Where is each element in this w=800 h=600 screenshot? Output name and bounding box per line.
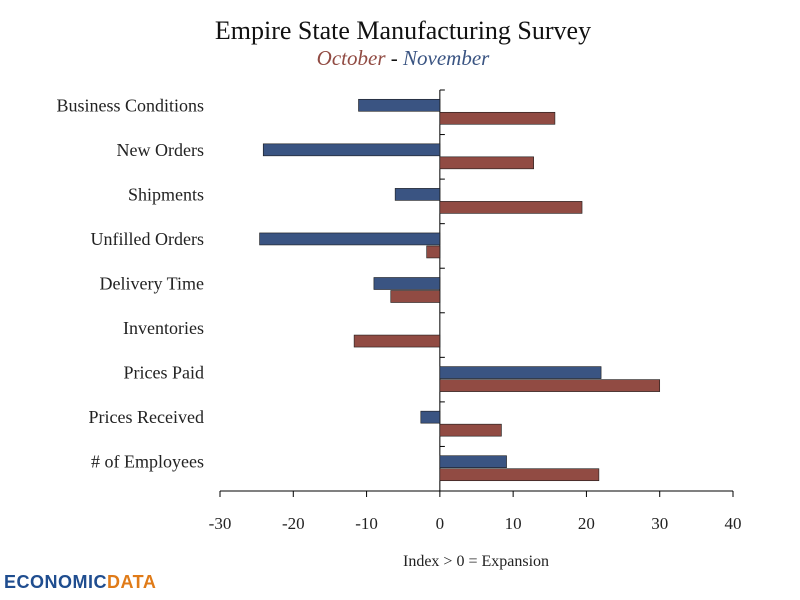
category-label: Unfilled Orders bbox=[91, 229, 204, 249]
bar-november bbox=[358, 98, 441, 112]
bar-october bbox=[439, 379, 661, 392]
bar-october bbox=[353, 334, 441, 348]
x-tick-label: -20 bbox=[282, 514, 305, 533]
economicdata-logo: ECONOMICDATA bbox=[4, 572, 156, 593]
bar-november bbox=[439, 455, 507, 469]
category-label: Shipments bbox=[128, 184, 204, 204]
plot-area: -30 -20 -10 0 10 20 30 40 Business Conditions New… bbox=[56, 89, 742, 533]
bar-november bbox=[394, 188, 441, 201]
bar-november bbox=[259, 232, 441, 246]
bar-october bbox=[439, 156, 534, 170]
chart-title: Empire State Manufacturing Survey bbox=[215, 16, 591, 45]
category-label: Business Conditions bbox=[56, 95, 204, 115]
x-tick-label: 40 bbox=[725, 514, 742, 533]
category-label: Inventories bbox=[123, 318, 204, 338]
x-tick-label: 20 bbox=[578, 514, 595, 533]
legend-november: November bbox=[402, 46, 490, 70]
legend-separator: - bbox=[386, 46, 404, 70]
bar-october bbox=[439, 111, 556, 125]
bar-november bbox=[420, 410, 441, 424]
bar-october bbox=[426, 245, 441, 259]
bar-october bbox=[439, 423, 502, 437]
legend-october: October bbox=[317, 46, 387, 70]
category-label: Delivery Time bbox=[99, 274, 204, 294]
bar-october bbox=[439, 201, 583, 214]
category-label: New Orders bbox=[117, 140, 204, 160]
chart-subtitle: October - November bbox=[317, 46, 490, 70]
category-label: Prices Received bbox=[89, 407, 204, 427]
x-tick-label: 10 bbox=[505, 514, 522, 533]
logo-text-data: DATA bbox=[107, 572, 157, 592]
x-tick-label: -10 bbox=[355, 514, 378, 533]
bar-october bbox=[390, 290, 441, 303]
x-tick-label: 30 bbox=[651, 514, 668, 533]
category-label: Prices Paid bbox=[124, 363, 205, 383]
logo-text-economic: ECONOMIC bbox=[4, 572, 107, 592]
bar-october bbox=[439, 468, 600, 482]
bar-november bbox=[439, 366, 602, 379]
category-label: # of Employees bbox=[91, 452, 204, 472]
bar-november bbox=[373, 277, 441, 290]
x-tick-label: -30 bbox=[209, 514, 232, 533]
bar-november bbox=[262, 143, 441, 157]
x-axis-label: Index > 0 = Expansion bbox=[403, 553, 549, 570]
x-tick-label: 0 bbox=[436, 514, 445, 533]
